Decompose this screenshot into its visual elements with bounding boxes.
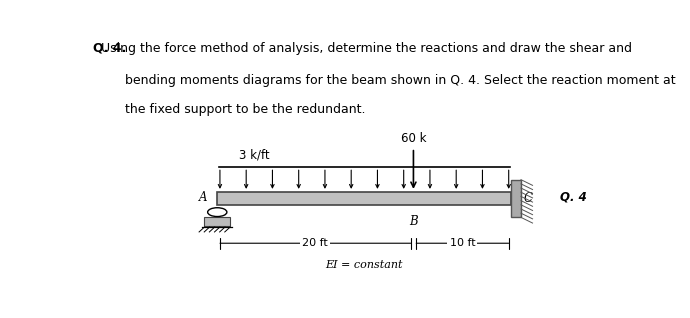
Bar [217, 192, 511, 205]
Text: 60 k: 60 k [401, 132, 426, 145]
Text: EI = constant: EI = constant [326, 260, 403, 270]
Bar [511, 180, 521, 218]
Text: bending moments diagrams for the beam shown in Q. 4. Select the reaction moment : bending moments diagrams for the beam sh… [125, 74, 676, 87]
Text: B: B [409, 215, 417, 228]
Text: 20 ft: 20 ft [302, 238, 328, 248]
Text: A: A [199, 191, 208, 204]
Text: 10 ft: 10 ft [450, 238, 475, 248]
Text: Q. 4.: Q. 4. [92, 42, 126, 55]
Text: C: C [524, 192, 533, 205]
Text: Q. 4: Q. 4 [560, 191, 586, 204]
Circle shape [208, 208, 227, 217]
Bar [511, 180, 521, 218]
Bar [204, 217, 230, 226]
Text: 3 k/ft: 3 k/ft [239, 148, 269, 161]
Text: Using the force method of analysis, determine the reactions and draw the shear a: Using the force method of analysis, dete… [92, 42, 631, 55]
Text: the fixed support to be the redundant.: the fixed support to be the redundant. [125, 103, 365, 116]
